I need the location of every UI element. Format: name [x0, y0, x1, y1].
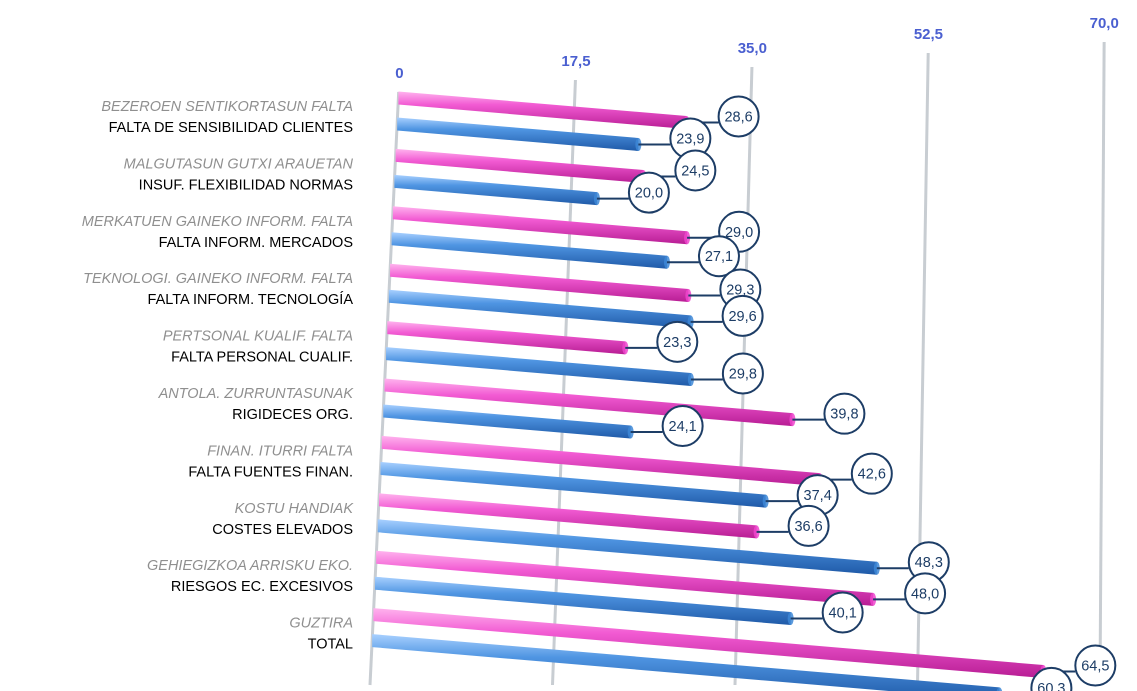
bars	[372, 91, 1047, 691]
value-label-circle	[1030, 666, 1073, 691]
bar-series-2	[377, 519, 877, 575]
value-label: 42,6	[858, 467, 886, 483]
category-label-basque: GEHIEGIZKOA ARRISKU EKO.	[147, 558, 353, 574]
bar-series-1	[373, 608, 1044, 679]
value-label: 29,6	[728, 309, 756, 325]
bar-series-1	[378, 493, 757, 539]
value-label-circle	[821, 591, 864, 634]
bar-series-1	[390, 263, 689, 303]
bar-series-2	[388, 289, 691, 329]
value-label-circle	[823, 392, 866, 435]
bar-series-1	[376, 550, 874, 606]
value-label: 37,4	[804, 488, 832, 504]
category-label-spanish: FALTA PERSONAL CUALIF.	[171, 350, 353, 366]
value-label-circle	[1074, 644, 1117, 687]
category-label-spanish: RIESGOS EC. EXCESIVOS	[171, 579, 353, 595]
tick-label-1: 17,5	[561, 53, 590, 70]
value-label-circle	[627, 171, 670, 214]
value-label: 28,6	[724, 109, 752, 125]
value-label-circle	[717, 95, 760, 138]
value-label-circle	[661, 405, 704, 448]
bar-series-2	[394, 174, 597, 206]
category-label-basque: PERTSONAL KUALIF. FALTA	[163, 329, 353, 345]
value-label-circle	[721, 352, 764, 395]
value-label: 29,8	[729, 367, 757, 383]
bar-series-1	[392, 206, 688, 245]
bar-series-1	[395, 148, 644, 183]
bar-series-1	[398, 91, 687, 129]
bar-series-2	[374, 576, 791, 626]
category-label-spanish: INSUF. FLEXIBILIDAD NORMAS	[139, 177, 353, 193]
value-label: 64,5	[1081, 659, 1109, 675]
tick-label-0: 0	[395, 65, 403, 82]
tick-label-3: 52,5	[914, 26, 943, 43]
value-label: 23,9	[676, 132, 704, 148]
category-labels: BEZEROEN SENTIKORTASUN FALTA FALTA DE SEN…	[82, 99, 355, 653]
value-label: 24,1	[669, 419, 697, 435]
value-label: 39,8	[830, 407, 858, 423]
value-label-circle	[787, 504, 830, 547]
gridline-0	[368, 91, 401, 686]
value-label: 60,3	[1037, 681, 1065, 691]
value-label: 27,1	[705, 249, 733, 265]
value-label-circle	[674, 149, 717, 192]
value-label: 24,5	[681, 163, 709, 179]
category-label-spanish: RIGIDECES ORG.	[232, 407, 353, 423]
bar-series-1	[387, 321, 626, 355]
bar-series-2	[391, 232, 667, 269]
value-label-circle	[697, 235, 740, 278]
category-label-spanish: FALTA INFORM. MERCADOS	[159, 235, 353, 251]
bar-series-1	[381, 435, 820, 487]
value-label: 29,0	[725, 225, 753, 241]
value-label-circle	[721, 294, 764, 337]
category-label-spanish: FALTA FUENTES FINAN.	[188, 464, 353, 480]
category-label-basque: FINAN. ITURRI FALTA	[207, 443, 353, 459]
value-label: 40,1	[829, 606, 857, 622]
bar-series-2	[372, 634, 1000, 691]
value-labels: 28,6 23,9 24,5 20,0 29,0 27,1 29,3 29,6 23,3 29,8…	[596, 95, 1117, 691]
axis-tick-labels: 0 17,5 35,0 52,5 70,0	[395, 15, 1119, 82]
category-label-basque: MERKATUEN GAINEKO INFORM. FALTA	[82, 214, 353, 230]
category-label-basque: ANTOLA. ZURRUNTASUNAK	[158, 386, 355, 402]
category-label-spanish: FALTA INFORM. TECNOLOGÍA	[148, 291, 354, 308]
value-label-circle	[850, 452, 893, 495]
tick-label-4: 70,0	[1090, 15, 1119, 32]
tick-label-2: 35,0	[738, 40, 767, 57]
category-label-basque: BEZEROEN SENTIKORTASUN FALTA	[101, 99, 353, 115]
value-label: 48,3	[915, 555, 943, 571]
value-label-circle	[904, 572, 947, 615]
gridline-1	[551, 79, 577, 686]
bar-cap-series-2	[996, 687, 1003, 691]
category-label-basque: KOSTU HANDIAK	[235, 501, 355, 517]
value-label: 20,0	[635, 186, 663, 202]
category-label-spanish: FALTA DE SENSIBILIDAD CLIENTES	[109, 120, 353, 136]
bar-series-2	[383, 404, 631, 439]
category-label-basque: GUZTIRA	[289, 616, 353, 632]
value-label-circle	[656, 320, 699, 363]
value-label: 29,3	[726, 283, 754, 299]
category-label-spanish: COSTES ELEVADOS	[212, 522, 353, 538]
value-label: 48,0	[911, 586, 939, 602]
gridline-4	[1098, 41, 1106, 686]
bar-series-2	[397, 117, 639, 152]
bar-series-2	[386, 347, 691, 387]
category-label-basque: TEKNOLOGI. GAINEKO INFORM. FALTA	[83, 271, 353, 287]
category-label-basque: MALGUTASUN GUTXI ARAUETAN	[124, 156, 354, 172]
value-label: 36,6	[794, 519, 822, 535]
bar-series-2	[380, 461, 766, 508]
category-label-spanish: TOTAL	[308, 637, 353, 653]
value-label: 23,3	[663, 335, 691, 351]
